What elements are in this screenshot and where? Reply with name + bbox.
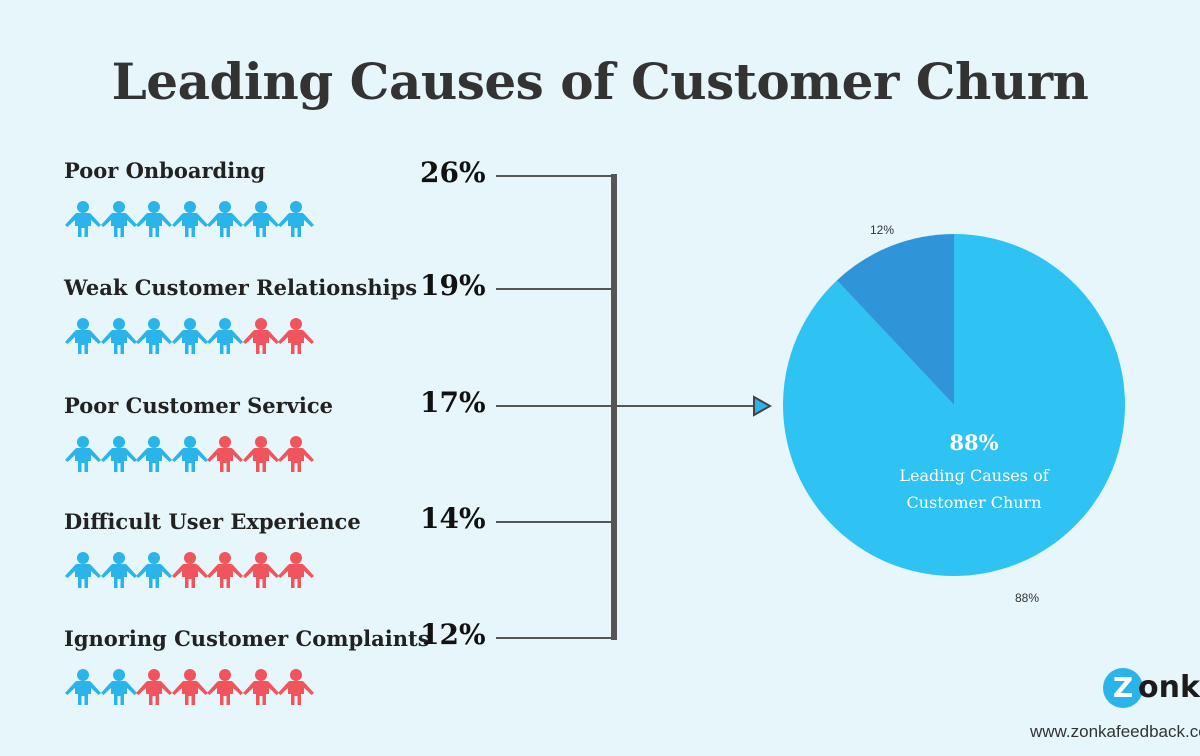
brand-logo-initial: Z bbox=[1103, 668, 1143, 708]
person-blue-icon bbox=[100, 436, 137, 472]
person-blue-icon bbox=[65, 201, 101, 237]
person-blue-icon bbox=[171, 318, 208, 354]
pie-center-value: 88% bbox=[949, 430, 999, 455]
person-red-icon bbox=[207, 436, 243, 472]
person-blue-icon bbox=[65, 552, 101, 588]
person-blue-icon bbox=[136, 436, 172, 472]
pie-center-label: Leading Causes of Customer Churn bbox=[899, 466, 1049, 512]
people-icon-row bbox=[64, 435, 324, 473]
arrow-icon bbox=[753, 395, 773, 417]
person-red-icon bbox=[242, 669, 279, 705]
person-blue-icon bbox=[65, 318, 101, 354]
person-red-icon bbox=[207, 669, 243, 705]
person-blue-icon bbox=[100, 669, 137, 705]
pie-slice-label: 12% bbox=[870, 223, 894, 237]
brand-logo-text: onka bbox=[1138, 670, 1200, 705]
cause-label: Ignoring Customer Complaints bbox=[64, 626, 430, 651]
cause-percentage: 19% bbox=[420, 269, 486, 302]
person-blue-icon bbox=[207, 201, 243, 237]
people-icon-row bbox=[64, 668, 324, 706]
cause-label: Weak Customer Relationships bbox=[64, 275, 418, 300]
person-blue-icon bbox=[65, 436, 101, 472]
person-red-icon bbox=[136, 669, 172, 705]
pie-slice bbox=[836, 234, 954, 405]
pie-chart: 88% 12% bbox=[783, 223, 1126, 605]
cause-percentage: 26% bbox=[420, 156, 486, 189]
person-red-icon bbox=[171, 552, 208, 588]
person-blue-icon bbox=[171, 436, 208, 472]
cause-label: Difficult User Experience bbox=[64, 509, 361, 534]
person-red-icon bbox=[278, 436, 314, 472]
person-blue-icon bbox=[100, 552, 137, 588]
person-red-icon bbox=[242, 552, 279, 588]
cause-label: Poor Onboarding bbox=[64, 158, 266, 183]
person-red-icon bbox=[242, 318, 279, 354]
people-icon-row bbox=[64, 317, 324, 355]
people-icon-row bbox=[64, 200, 324, 238]
people-icon-row bbox=[64, 551, 324, 589]
person-red-icon bbox=[171, 669, 208, 705]
person-blue-icon bbox=[136, 201, 172, 237]
person-red-icon bbox=[278, 552, 314, 588]
person-blue-icon bbox=[136, 552, 172, 588]
person-blue-icon bbox=[136, 318, 172, 354]
person-blue-icon bbox=[100, 318, 137, 354]
person-blue-icon bbox=[171, 201, 208, 237]
page-title: Leading Causes of Customer Churn bbox=[111, 52, 1089, 111]
person-blue-icon bbox=[278, 201, 314, 237]
cause-percentage: 12% bbox=[420, 618, 486, 651]
cause-percentage: 14% bbox=[420, 502, 486, 535]
pie-slice-label: 88% bbox=[1015, 591, 1039, 605]
person-red-icon bbox=[278, 669, 314, 705]
connector-lines bbox=[496, 174, 773, 640]
cause-percentage: 17% bbox=[420, 386, 486, 419]
person-red-icon bbox=[242, 436, 279, 472]
brand-logo: Z onka bbox=[1100, 666, 1200, 712]
pie-slice bbox=[783, 234, 1126, 576]
person-blue-icon bbox=[65, 669, 101, 705]
person-red-icon bbox=[278, 318, 314, 354]
cause-label: Poor Customer Service bbox=[64, 393, 334, 418]
person-blue-icon bbox=[100, 201, 137, 237]
brand-url: www.zonkafeedback.com bbox=[1030, 722, 1200, 741]
person-blue-icon bbox=[207, 318, 243, 354]
person-blue-icon bbox=[242, 201, 279, 237]
person-red-icon bbox=[207, 552, 243, 588]
